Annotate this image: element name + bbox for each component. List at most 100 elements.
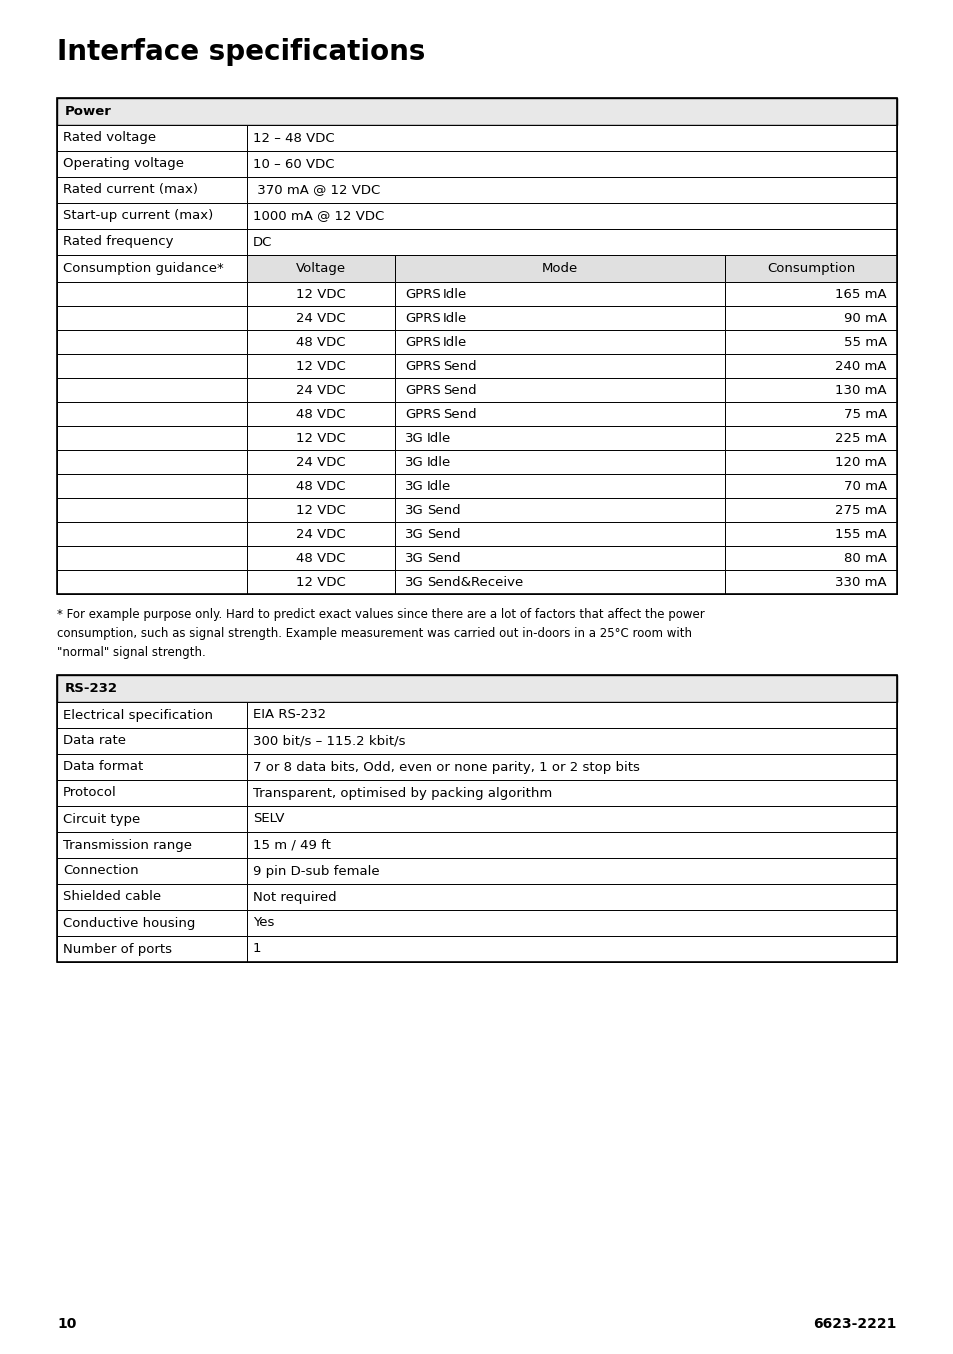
Text: Idle: Idle xyxy=(427,479,451,493)
Bar xyxy=(57,676,896,701)
Text: 48 VDC: 48 VDC xyxy=(296,551,345,565)
Text: Data rate: Data rate xyxy=(63,734,126,747)
Text: 3G: 3G xyxy=(405,504,423,516)
Text: 10 – 60 VDC: 10 – 60 VDC xyxy=(253,157,335,171)
Bar xyxy=(57,910,247,936)
Bar xyxy=(247,306,395,330)
Bar xyxy=(395,427,724,450)
Text: 9 pin D-sub female: 9 pin D-sub female xyxy=(253,864,379,877)
Text: Yes: Yes xyxy=(253,917,274,929)
Text: 370 mA @ 12 VDC: 370 mA @ 12 VDC xyxy=(253,184,380,196)
Bar xyxy=(57,728,247,754)
Bar xyxy=(247,427,395,450)
Text: 12 VDC: 12 VDC xyxy=(295,575,346,589)
Bar xyxy=(57,570,247,594)
Bar xyxy=(57,474,247,498)
Bar xyxy=(395,570,724,594)
Bar xyxy=(247,858,896,884)
Bar xyxy=(247,910,896,936)
Bar xyxy=(724,523,896,546)
Text: 7 or 8 data bits, Odd, even or none parity, 1 or 2 stop bits: 7 or 8 data bits, Odd, even or none pari… xyxy=(253,761,639,773)
Text: 12 VDC: 12 VDC xyxy=(295,504,346,516)
Bar xyxy=(247,936,896,961)
Bar xyxy=(57,255,247,282)
Bar xyxy=(247,378,395,402)
Text: 3G: 3G xyxy=(405,455,423,468)
Bar xyxy=(57,378,247,402)
Text: * For example purpose only. Hard to predict exact values since there are a lot o: * For example purpose only. Hard to pred… xyxy=(57,608,704,659)
Bar xyxy=(57,427,247,450)
Text: Number of ports: Number of ports xyxy=(63,942,172,956)
Bar xyxy=(57,125,247,152)
Text: Electrical specification: Electrical specification xyxy=(63,708,213,722)
Bar xyxy=(247,203,896,229)
Text: 48 VDC: 48 VDC xyxy=(296,336,345,348)
Text: 24 VDC: 24 VDC xyxy=(295,455,345,468)
Text: GPRS: GPRS xyxy=(405,383,440,397)
Bar xyxy=(247,450,395,474)
Bar xyxy=(57,229,247,255)
Bar xyxy=(247,152,896,177)
Text: EIA RS-232: EIA RS-232 xyxy=(253,708,326,722)
Text: 3G: 3G xyxy=(405,551,423,565)
Bar xyxy=(395,282,724,306)
Text: 1: 1 xyxy=(253,942,261,956)
Bar xyxy=(57,450,247,474)
Text: 90 mA: 90 mA xyxy=(843,311,886,325)
Bar xyxy=(724,353,896,378)
Text: 12 VDC: 12 VDC xyxy=(295,432,346,444)
Bar xyxy=(57,701,247,728)
Bar xyxy=(57,152,247,177)
Bar xyxy=(57,676,896,961)
Bar xyxy=(395,523,724,546)
Bar xyxy=(724,378,896,402)
Bar xyxy=(247,330,395,353)
Text: 24 VDC: 24 VDC xyxy=(295,383,345,397)
Text: Idle: Idle xyxy=(442,336,467,348)
Text: Voltage: Voltage xyxy=(295,263,346,275)
Text: Rated frequency: Rated frequency xyxy=(63,236,173,249)
Text: 3G: 3G xyxy=(405,432,423,444)
Text: 3G: 3G xyxy=(405,479,423,493)
Text: Power: Power xyxy=(65,106,112,118)
Bar xyxy=(395,474,724,498)
Bar xyxy=(247,353,395,378)
Bar xyxy=(395,378,724,402)
Text: 12 VDC: 12 VDC xyxy=(295,287,346,301)
Bar xyxy=(57,546,247,570)
Text: 24 VDC: 24 VDC xyxy=(295,311,345,325)
Bar xyxy=(57,936,247,961)
Bar xyxy=(395,353,724,378)
Bar xyxy=(724,546,896,570)
Bar xyxy=(724,570,896,594)
Bar xyxy=(57,806,247,831)
Text: 165 mA: 165 mA xyxy=(835,287,886,301)
Text: 55 mA: 55 mA xyxy=(842,336,886,348)
Text: Send: Send xyxy=(427,551,460,565)
Text: Send&Receive: Send&Receive xyxy=(427,575,522,589)
Text: GPRS: GPRS xyxy=(405,336,440,348)
Bar xyxy=(247,728,896,754)
Bar xyxy=(724,255,896,282)
Text: Rated current (max): Rated current (max) xyxy=(63,184,198,196)
Text: Send: Send xyxy=(427,504,460,516)
Bar xyxy=(247,255,395,282)
Text: 12 – 48 VDC: 12 – 48 VDC xyxy=(253,131,335,145)
Text: GPRS: GPRS xyxy=(405,287,440,301)
Bar xyxy=(57,330,247,353)
Text: 48 VDC: 48 VDC xyxy=(296,408,345,421)
Bar xyxy=(247,282,395,306)
Bar xyxy=(57,353,247,378)
Bar xyxy=(57,177,247,203)
Text: Idle: Idle xyxy=(442,287,467,301)
Text: Idle: Idle xyxy=(427,432,451,444)
Bar xyxy=(57,402,247,427)
Bar xyxy=(247,754,896,780)
Text: GPRS: GPRS xyxy=(405,311,440,325)
Text: 275 mA: 275 mA xyxy=(835,504,886,516)
Text: 1000 mA @ 12 VDC: 1000 mA @ 12 VDC xyxy=(253,210,384,222)
Bar xyxy=(395,330,724,353)
Text: Data format: Data format xyxy=(63,761,143,773)
Text: RS-232: RS-232 xyxy=(65,682,118,695)
Bar xyxy=(57,523,247,546)
